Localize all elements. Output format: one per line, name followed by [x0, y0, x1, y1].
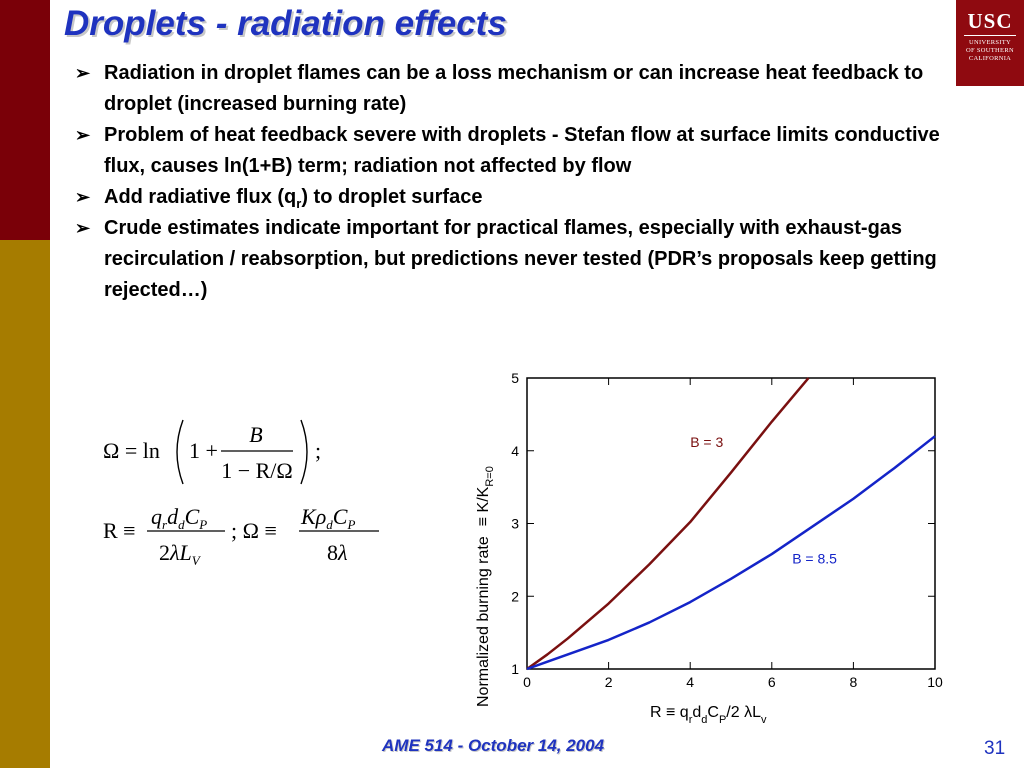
- eq-r-numerator: qrddCP: [151, 504, 207, 532]
- bullet-text-pre: Add radiative flux (q: [104, 186, 297, 208]
- equation-omega: Ω = ln 1 + B 1 − R/Ω ;: [103, 419, 321, 485]
- eq-omega-lhs: Ω = ln: [103, 438, 160, 463]
- bullet-text: Crude estimates indicate important for p…: [104, 217, 937, 301]
- bullet-arrow-icon: ➢: [75, 218, 91, 238]
- equation-r-definition: R ≡ qrddCP 2λLV ; Ω ≡ KρdCP 8λ: [103, 504, 379, 568]
- logo-line1: UNIVERSITY: [969, 39, 1011, 46]
- y-tick-label: 5: [511, 370, 519, 386]
- bullet-item: ➢ Radiation in droplet flames can be a lo…: [75, 58, 975, 120]
- bullet-list: ➢ Radiation in droplet flames can be a lo…: [75, 58, 975, 306]
- logo-rule: [964, 35, 1016, 36]
- slide-footer: AME 514 - October 14, 2004: [382, 736, 605, 755]
- series-line-1: [526, 377, 810, 671]
- bullet-text-sub: r: [296, 196, 302, 211]
- eq-omega-den: 1 − R/Ω: [221, 458, 293, 483]
- y-tick-label: 4: [511, 443, 519, 459]
- series-label: B = 8.5: [792, 551, 837, 567]
- x-tick-label: 6: [768, 674, 776, 690]
- eq-omega-num: B: [249, 422, 262, 447]
- x-axis-label: R ≡ qrddCP/2 λLv: [650, 704, 767, 726]
- eq-r-sep: ; Ω ≡: [231, 518, 277, 543]
- eq-omega-tail: ;: [315, 438, 321, 463]
- bullet-item: ➢ Problem of heat feedback severe with dr…: [75, 120, 975, 182]
- eq-r-lhs: R ≡: [103, 518, 136, 543]
- bullet-arrow-icon: ➢: [75, 187, 91, 207]
- bullet-arrow-icon: ➢: [75, 125, 91, 145]
- bullet-item: ➢ Crude estimates indicate important for …: [75, 213, 975, 306]
- plot-frame: [526, 377, 936, 670]
- series-line-2: [526, 435, 936, 671]
- page-number: 31: [984, 738, 1006, 759]
- left-bar-top: [0, 0, 50, 240]
- bullet-arrow-icon: ➢: [75, 63, 91, 83]
- usc-logo: USC UNIVERSITY OF SOUTHERN CALIFORNIA: [956, 0, 1024, 86]
- x-tick-label: 10: [927, 674, 943, 690]
- x-tick-label: 8: [850, 674, 858, 690]
- logo-line2: OF SOUTHERN: [966, 47, 1014, 54]
- eq-omega2-denominator: 8λ: [327, 540, 348, 565]
- left-bar-bottom: [0, 240, 50, 768]
- y-tick-label: 3: [511, 516, 519, 532]
- bullet-item: ➢ Add radiative flux (qr) to droplet surf…: [75, 182, 975, 213]
- logo-line3: CALIFORNIA: [968, 55, 1012, 62]
- bullet-text: Problem of heat feedback severe with dro…: [104, 124, 940, 177]
- bullet-text: Radiation in droplet flames can be a los…: [104, 62, 924, 115]
- eq-r-denominator: 2λLV: [159, 540, 202, 568]
- eq-omega-one: 1 +: [189, 438, 218, 463]
- eq-right-paren: [300, 419, 308, 485]
- x-tick-label: 0: [523, 674, 531, 690]
- y-tick-label: 1: [511, 661, 519, 677]
- y-tick-label: 2: [511, 588, 519, 604]
- series-label: B = 3: [690, 434, 723, 450]
- x-tick-label: 2: [605, 674, 613, 690]
- bullet-text-post: ) to droplet surface: [301, 186, 483, 208]
- slide-title: Droplets - radiation effects: [64, 4, 507, 43]
- eq-omega2-numerator: KρdCP: [300, 504, 355, 532]
- y-axis-label: Normalized burning rate≡ K/KR=0: [475, 466, 496, 707]
- eq-left-paren: [176, 419, 184, 485]
- logo-abbr: USC: [967, 9, 1013, 33]
- x-tick-label: 4: [686, 674, 694, 690]
